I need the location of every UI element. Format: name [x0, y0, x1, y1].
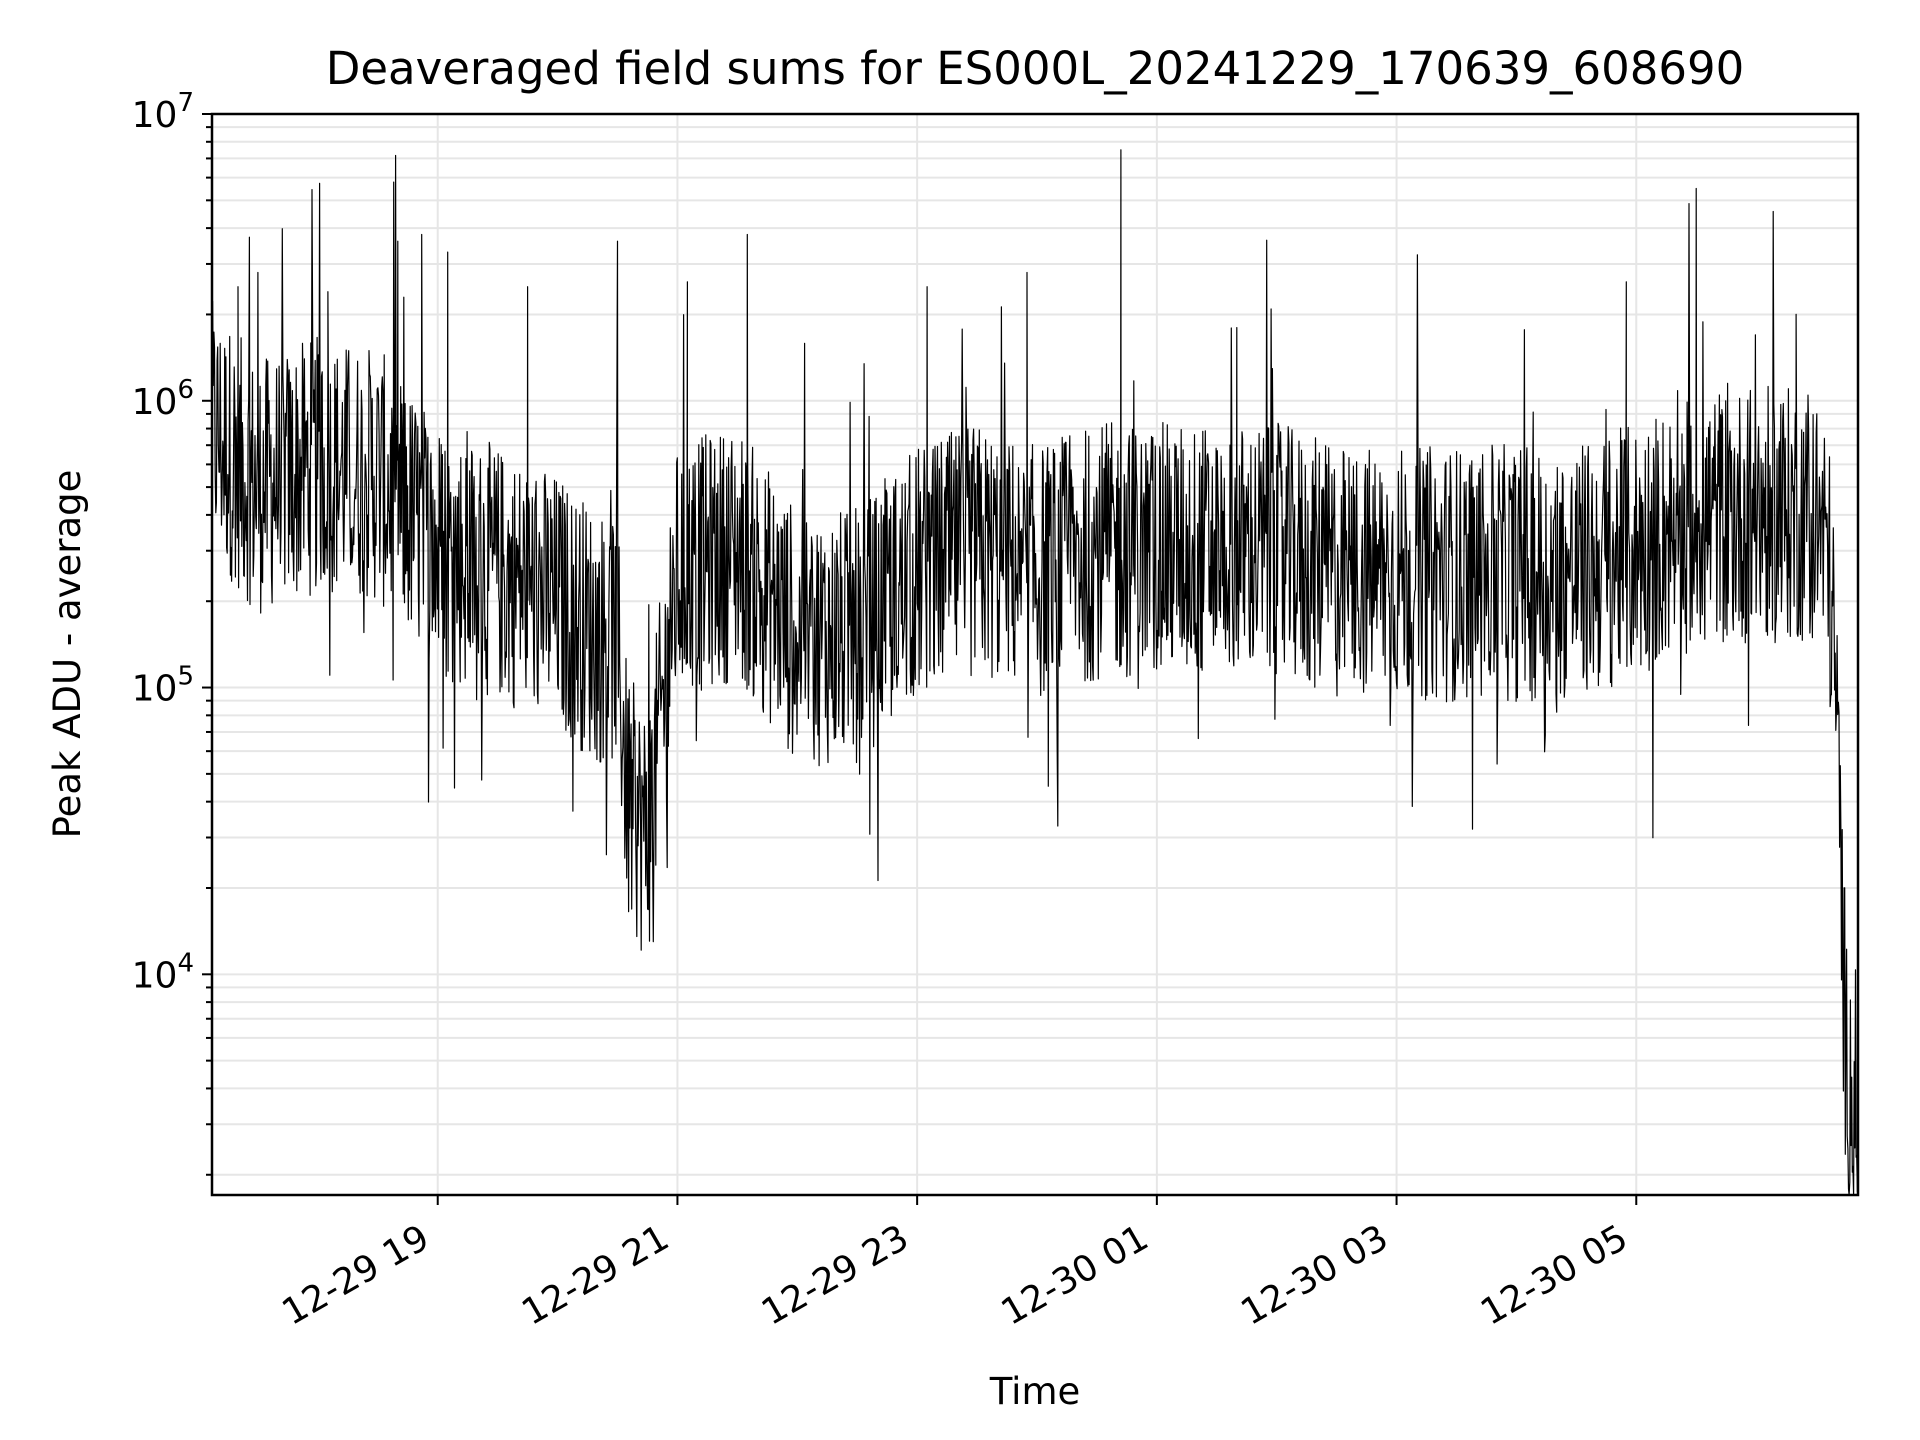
y-tick-label: 104: [132, 948, 194, 996]
y-tick-label: 105: [132, 662, 194, 710]
chart-title: Deaveraged field sums for ES000L_2024122…: [326, 42, 1745, 95]
series-line: [211, 149, 1859, 1196]
plot-area: [211, 149, 1859, 1196]
y-axis: 104 105 106 107: [132, 88, 212, 1176]
grid: [212, 113, 1858, 1195]
y-tick-label: 107: [132, 88, 194, 136]
y-axis-label: Peak ADU - average: [46, 470, 89, 839]
axes-frame: [210, 112, 1860, 1197]
y-tick-label: 106: [132, 375, 194, 423]
x-axis-label: Time: [989, 1370, 1081, 1413]
